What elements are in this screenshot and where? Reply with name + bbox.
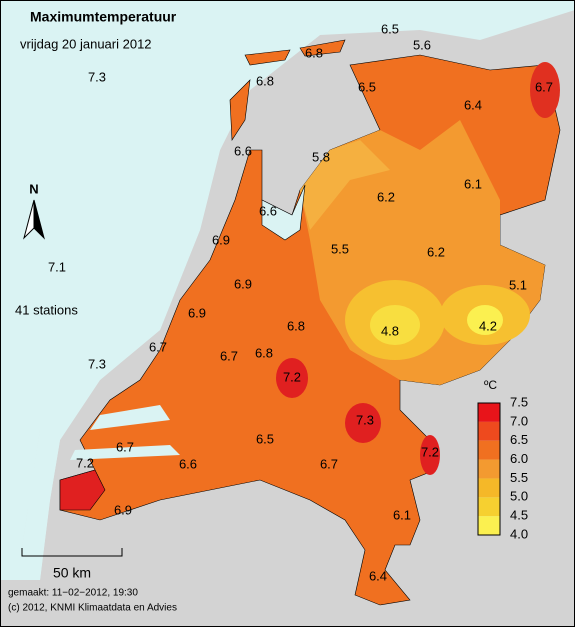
warm-zone xyxy=(59,469,106,511)
station-value: 6.7 xyxy=(220,348,238,363)
warm-zone xyxy=(530,62,560,118)
island xyxy=(244,49,291,66)
station-value: 4.8 xyxy=(381,323,399,338)
legend-swatch xyxy=(478,421,500,441)
station-value: 6.9 xyxy=(114,502,132,517)
warm-zone xyxy=(420,435,440,475)
legend-swatch xyxy=(478,440,500,460)
legend-label: 4.0 xyxy=(510,526,528,541)
legend-swatch xyxy=(478,497,500,517)
legend-label: 7.5 xyxy=(510,394,528,409)
station-value: 6.5 xyxy=(256,431,274,446)
station-value: 6.4 xyxy=(369,568,387,583)
station-value: 6.8 xyxy=(305,45,323,60)
station-value: 6.6 xyxy=(259,203,277,218)
cold-zone xyxy=(370,305,420,345)
station-value: 7.2 xyxy=(283,369,301,384)
station-value: 5.5 xyxy=(331,241,349,256)
title: Maximumtemperatuur xyxy=(30,9,177,25)
station-value: 7.3 xyxy=(356,412,374,427)
station-value: 6.9 xyxy=(212,232,230,247)
legend-swatch xyxy=(478,403,500,422)
station-value: 6.2 xyxy=(377,189,395,204)
legend-label: 5.5 xyxy=(510,470,528,485)
station-value: 6.9 xyxy=(188,305,206,320)
station-value: 6.7 xyxy=(320,456,338,471)
station-value: 5.8 xyxy=(312,149,330,164)
legend-swatch xyxy=(478,459,500,479)
north-arrow xyxy=(33,199,45,240)
legend-unit: ºC xyxy=(484,378,497,392)
station-value: 6.4 xyxy=(464,97,482,112)
island xyxy=(229,79,251,141)
station-value: 6.1 xyxy=(464,176,482,191)
copyright: (c) 2012, KNMI Klimaatdata en Advies xyxy=(8,603,177,614)
station-value: 7.2 xyxy=(421,444,439,459)
stations: 6.5 5.6 6.8 6.8 6.5 6.4 6.7 7.3 6.6 5.8 6.1 6.2 6.6 6… xyxy=(48,21,553,583)
estuary xyxy=(90,405,170,430)
station-value: 7.2 xyxy=(76,455,94,470)
legend-label: 4.5 xyxy=(510,508,528,523)
station-value: 6.7 xyxy=(149,339,167,354)
cool-zone xyxy=(300,140,390,230)
cold-zone xyxy=(467,305,503,335)
station-value: 6.1 xyxy=(393,507,411,522)
estuary xyxy=(70,445,180,460)
ijsselmeer xyxy=(261,184,306,241)
station-value: 5.6 xyxy=(413,37,431,52)
station-value: 6.2 xyxy=(427,244,445,259)
legend-label: 6.5 xyxy=(510,432,528,447)
station-value: 4.2 xyxy=(479,318,497,333)
station-value: 5.1 xyxy=(509,277,527,292)
station-value: 6.6 xyxy=(179,456,197,471)
station-value: 6.8 xyxy=(255,345,273,360)
legend-label: 7.0 xyxy=(510,413,528,428)
station-value: 6.8 xyxy=(256,73,274,88)
legend-label: 6.0 xyxy=(510,451,528,466)
station-value: 6.5 xyxy=(358,79,376,94)
subtitle: vrijdag 20 januari 2012 xyxy=(20,36,152,51)
station-value: 6.6 xyxy=(234,143,252,158)
sea xyxy=(0,0,575,580)
legend: 7.5 7.0 6.5 6.0 5.5 5.0 4.5 4.0 xyxy=(477,394,528,541)
legend-border xyxy=(477,402,501,536)
coast-sea xyxy=(0,35,320,580)
scale-bar xyxy=(21,548,123,557)
station-value: 7.3 xyxy=(88,356,106,371)
station-value: 7.1 xyxy=(48,259,66,274)
station-value: 6.8 xyxy=(287,318,305,333)
station-value: 7.3 xyxy=(88,69,106,84)
made-date: gemaakt: 11−02−2012, 19:30 xyxy=(8,588,138,599)
legend-label: 5.0 xyxy=(510,489,528,504)
warm-zone xyxy=(276,358,308,398)
scale-label: 50 km xyxy=(53,565,91,581)
island xyxy=(299,39,346,57)
legend-swatch xyxy=(478,516,500,535)
station-value: 6.7 xyxy=(116,439,134,454)
north-label: N xyxy=(29,181,38,196)
station-value: 6.9 xyxy=(234,276,252,291)
station-value: 6.7 xyxy=(535,79,553,94)
warm-zone xyxy=(345,403,381,443)
legend-swatch xyxy=(478,478,500,498)
station-value: 6.5 xyxy=(381,21,399,36)
stations-count: 41 stations xyxy=(15,302,78,317)
